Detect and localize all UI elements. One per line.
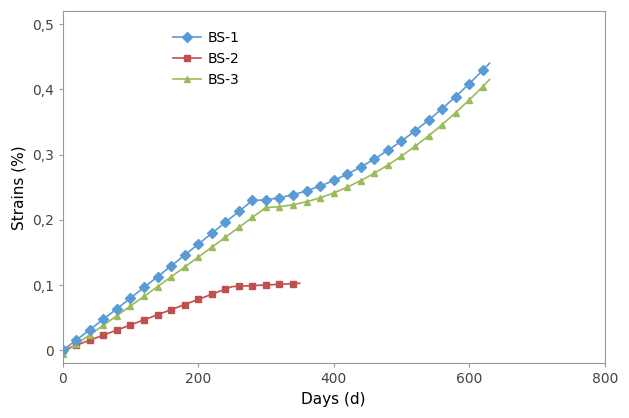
BS-3 <box>418 139 426 144</box>
Y-axis label: Strains (%): Strains (%) <box>11 145 26 229</box>
BS-3 <box>59 351 67 356</box>
BS-2 <box>65 345 73 350</box>
Line: BS-3: BS-3 <box>59 76 493 357</box>
Legend: BS-1, BS-2, BS-3: BS-1, BS-2, BS-3 <box>167 25 245 92</box>
BS-2 <box>126 322 134 327</box>
BS-2 <box>201 294 209 299</box>
BS-2 <box>147 315 155 320</box>
BS-1 <box>330 178 338 183</box>
BS-2 <box>296 281 304 286</box>
BS-1 <box>418 123 426 128</box>
BS-1 <box>59 348 67 353</box>
BS-3 <box>455 107 463 112</box>
BS-3 <box>306 198 314 203</box>
Line: BS-1: BS-1 <box>59 60 493 354</box>
BS-2 <box>174 305 182 310</box>
X-axis label: Days (d): Days (d) <box>301 392 366 407</box>
BS-3 <box>486 77 493 82</box>
BS-1 <box>313 185 321 190</box>
BS-2 <box>282 281 290 286</box>
BS-3 <box>330 190 338 195</box>
Line: BS-2: BS-2 <box>59 280 303 354</box>
BS-3 <box>313 196 321 201</box>
BS-2 <box>59 348 67 353</box>
BS-1 <box>455 91 463 96</box>
BS-1 <box>306 187 314 192</box>
BS-1 <box>486 61 493 66</box>
BS-1 <box>79 332 87 337</box>
BS-3 <box>79 337 87 342</box>
